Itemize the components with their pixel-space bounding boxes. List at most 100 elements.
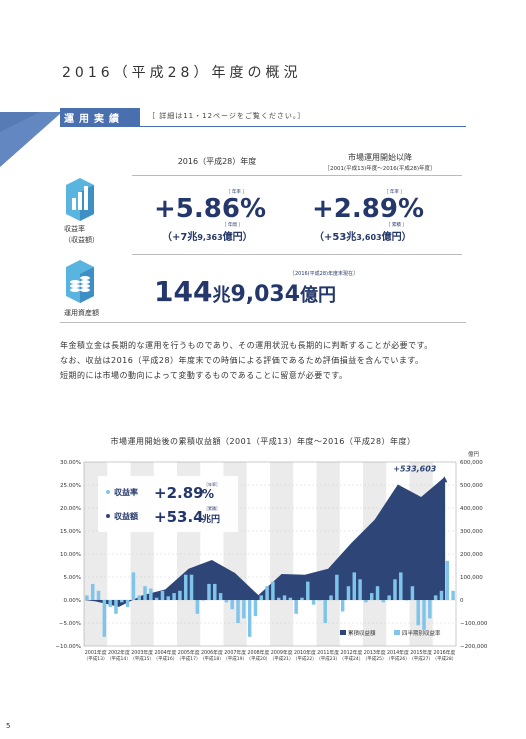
fy-amount-cho: 兆: [187, 232, 198, 243]
box-rate-unit: %: [202, 487, 214, 501]
quarterly-bar: [317, 600, 322, 601]
x-tick-year: 2010年度: [294, 649, 316, 656]
assets-amount: 144兆9,034億円: [154, 275, 336, 308]
quarterly-bar: [375, 586, 380, 600]
quarterly-bar: [143, 586, 147, 600]
column-head-fy: 2016（平成28）年度: [177, 157, 257, 166]
quarterly-bar: [230, 600, 234, 610]
summary-box: [98, 476, 238, 532]
quarterly-bar: [399, 572, 403, 600]
since-amount-oku: 億円: [381, 232, 402, 243]
right-tick-label: 400,000: [460, 506, 483, 512]
quarterly-bar: [120, 600, 124, 603]
since-amount-tag: ［ 累積 ］: [386, 223, 407, 228]
quarterly-bar: [271, 581, 275, 600]
quarterly-bar: [85, 595, 89, 600]
x-tick-year: 2016年度: [433, 649, 455, 656]
right-tick-label: −100,000: [460, 621, 488, 627]
column-head-since: 市場運用開始以降: [348, 153, 412, 162]
quarterly-bar: [247, 600, 252, 637]
box-amount-value: +53.4: [154, 508, 204, 526]
right-tick-label: 600,000: [460, 460, 483, 466]
peak-label: +533,603: [393, 464, 437, 473]
x-tick-era: （平成20）: [247, 655, 271, 662]
left-tick-label: 10.00%: [60, 552, 81, 558]
assets-label: 運用資産額: [64, 309, 99, 317]
decorative-triangle: [0, 112, 62, 167]
x-tick-era: （平成19）: [223, 655, 247, 662]
quarterly-bar: [294, 600, 298, 614]
quarterly-bar: [428, 600, 432, 619]
x-tick-year: 2012年度: [340, 649, 362, 656]
box-amount-tag: ［累積］: [204, 505, 220, 511]
box-rate-value: +2.89: [154, 484, 204, 502]
x-tick-year: 2002年度: [108, 649, 130, 656]
x-tick-year: 2015年度: [410, 649, 432, 656]
chart-icon: [66, 178, 94, 221]
quarterly-bar: [369, 593, 374, 600]
assets-tag: ［2016(平成28)年度末現在］: [290, 271, 358, 277]
quarterly-bar: [236, 600, 240, 623]
fy-rate: +5.86%: [154, 194, 266, 224]
section-note: ［ 詳細は11・12ページをご覧ください。］: [148, 112, 306, 120]
x-tick-year: 2013年度: [364, 649, 386, 656]
quarterly-bar: [404, 600, 409, 601]
x-tick-year: 2005年度: [178, 649, 200, 656]
legend-label-quarterly: 四半期別収益率: [402, 629, 441, 637]
left-tick-label: 20.00%: [60, 506, 81, 512]
quarterly-bar: [172, 593, 176, 600]
quarterly-bar: [282, 595, 287, 600]
left-tick-label: 0.00%: [64, 598, 81, 604]
row-divider: [132, 254, 462, 255]
rate-dot: [106, 490, 110, 494]
x-tick-era: （平成26）: [386, 655, 410, 662]
quarterly-bar: [90, 583, 95, 600]
since-rate-unit: %: [397, 194, 424, 224]
left-tick-label: −5.00%: [59, 621, 81, 627]
right-axis-unit: 億円: [468, 450, 480, 458]
since-amount-cho: 兆: [346, 232, 357, 243]
right-tick-label: 0: [460, 598, 464, 604]
x-tick-year: 2007年度: [224, 649, 246, 656]
quarterly-bar: [195, 600, 200, 614]
quarterly-bar: [137, 595, 141, 600]
body-line: なお、収益は2016（平成28）年度末での時価による評価であるため評価損益を含ん…: [60, 356, 424, 365]
since-amount-close: ）: [401, 232, 412, 243]
box-rate-label: 収益率: [114, 487, 138, 497]
quarterly-bar: [265, 586, 269, 600]
quarterly-bar: [439, 590, 444, 600]
x-tick-year: 2001年度: [85, 649, 107, 656]
right-tick-label: 100,000: [460, 575, 483, 581]
quarterly-bar: [114, 600, 118, 614]
right-tick-label: −200,000: [460, 644, 488, 650]
quarterly-bar: [253, 600, 258, 617]
section-label: 運用実績: [64, 114, 124, 125]
quarterly-bar: [166, 596, 171, 600]
x-tick-year: 2009年度: [271, 649, 293, 656]
chart-title: 市場運用開始後の累積収益額（2001（平成13）年度～2016（平成28）年度）: [110, 437, 416, 446]
quarterly-bar: [364, 600, 368, 603]
legend-swatch-quarterly: [394, 630, 400, 635]
fy-amount: （+7兆9,363億円）: [162, 228, 253, 243]
quarterly-bar: [346, 586, 351, 600]
x-tick-year: 2004年度: [154, 649, 176, 656]
left-tick-label: 25.00%: [60, 483, 81, 489]
x-tick-era: （平成21）: [270, 655, 294, 662]
quarterly-bar: [102, 600, 107, 637]
page-title: 2016（平成28）年度の概況: [62, 65, 302, 81]
quarterly-bar: [393, 579, 397, 600]
quarterly-bar: [213, 583, 217, 600]
x-tick-era: （平成22）: [293, 655, 317, 662]
page-number: 5: [6, 722, 11, 730]
box-amount-unit: 兆円: [202, 513, 220, 525]
quarterly-bar: [201, 600, 205, 601]
since-amount-num: 3,603: [356, 233, 382, 242]
legend-label-cumulative: 累積収益額: [348, 629, 376, 637]
coins-icon: [66, 260, 94, 303]
right-tick-label: 500,000: [460, 483, 483, 489]
since-rate-tag: ［ 年率 ］: [384, 190, 405, 195]
body-line: 年金積立金は長期的な運用を行うものであり、その運用状況も長期的に判断することが必…: [60, 341, 433, 350]
x-tick-year: 2014年度: [387, 649, 409, 656]
quarterly-bar: [340, 600, 345, 612]
body-text: 年金積立金は長期的な運用を行うものであり、その運用状況も長期的に判断することが必…: [60, 338, 480, 383]
